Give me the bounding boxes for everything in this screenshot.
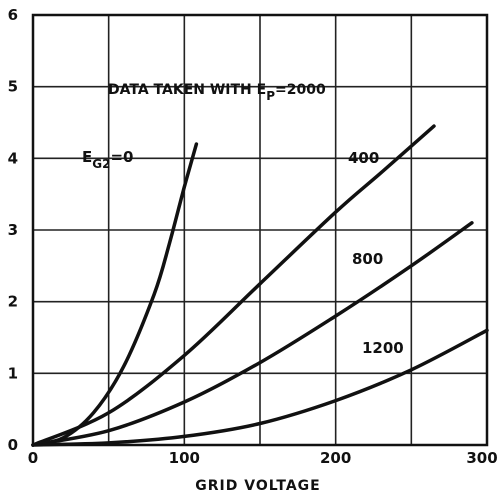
series-line-800 (31, 221, 474, 447)
annotation-prefix: DATA TAKEN WITH E (108, 82, 266, 98)
series-line-eg2-0 (31, 142, 199, 447)
grid-lines (32, 14, 488, 446)
annotation-suffix: =2000 (275, 82, 326, 98)
y-tick-label: 3 (8, 221, 18, 239)
series-label-eg2-main: E (82, 148, 92, 166)
y-tick-label: 4 (8, 149, 18, 167)
annotation-subscript: P (266, 89, 275, 103)
series-label-eg2-0: EG2=0 (82, 148, 133, 171)
series-label-eg2-suffix: =0 (110, 148, 133, 166)
x-tick-label: 300 (466, 449, 497, 467)
x-axis-title: GRID VOLTAGE (195, 478, 320, 494)
series-label-800: 800 (352, 250, 383, 268)
y-tick-label: 5 (8, 78, 18, 96)
x-tick-label: 200 (320, 449, 351, 467)
y-tick-label: 6 (8, 6, 18, 24)
data-annotation: DATA TAKEN WITH EP=2000 (108, 82, 326, 103)
y-tick-labels: 0 1 2 3 4 5 6 (8, 6, 18, 454)
series-line-400 (31, 124, 436, 447)
x-tick-labels: 0 100 200 300 (28, 449, 497, 467)
x-tick-label: 100 (169, 449, 200, 467)
series-label-400: 400 (348, 149, 379, 167)
y-tick-label: 0 (8, 436, 18, 454)
y-tick-label: 1 (8, 364, 18, 382)
curves (31, 124, 489, 447)
x-tick-label: 0 (28, 449, 38, 467)
series-label-1200: 1200 (362, 339, 404, 357)
series-line-1200 (31, 328, 489, 447)
series-label-eg2-sub: G2 (92, 157, 110, 171)
plot-frame (31, 13, 489, 447)
y-tick-label: 2 (8, 293, 18, 311)
